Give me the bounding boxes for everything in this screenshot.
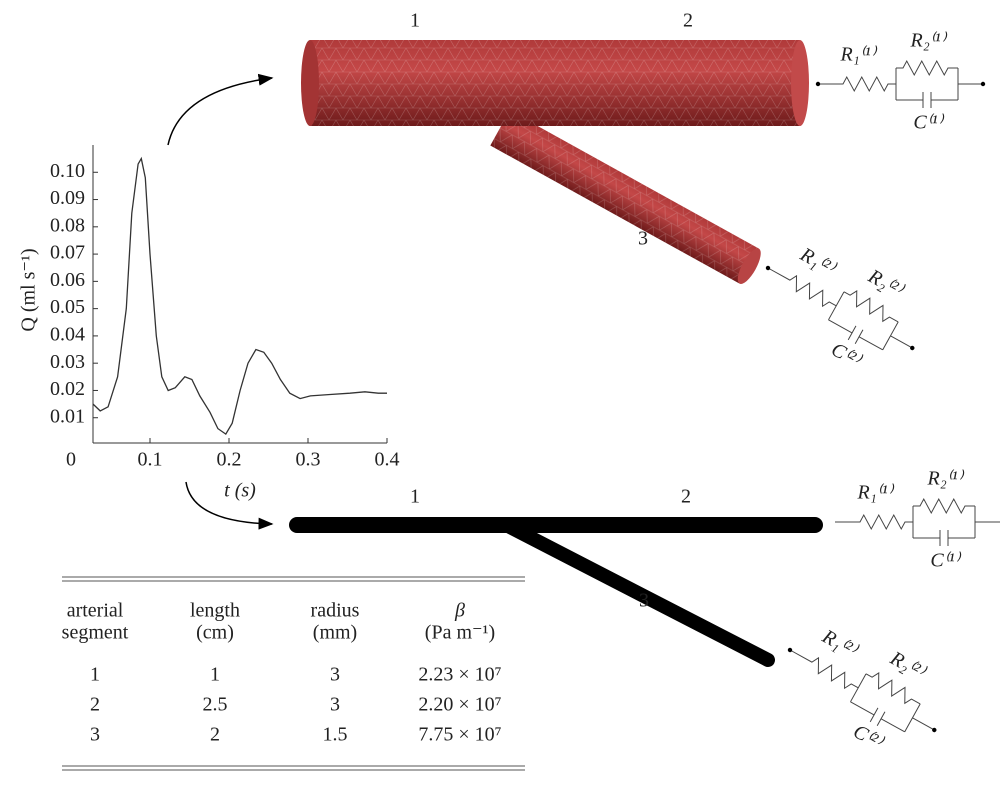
table-cell: 3 <box>330 694 340 716</box>
resistor-label: R₂⁽²⁾ <box>864 265 908 303</box>
segment-label: 3 <box>638 228 648 250</box>
table-cell: 1 <box>210 664 220 686</box>
terminal <box>787 647 793 653</box>
circuit: R₁⁽²⁾ R₂⁽²⁾ C⁽²⁾ <box>742 219 941 392</box>
vessel-mesh <box>301 40 809 287</box>
segment-label: 1 <box>410 486 420 508</box>
capacitor-label: C⁽²⁾ <box>849 720 887 754</box>
table-cell: 2 <box>90 694 100 716</box>
capacitor <box>940 530 948 546</box>
y-tick-label: 0.07 <box>50 242 85 264</box>
segment-label: 2 <box>683 10 693 32</box>
y-tick-label: 0.05 <box>50 296 85 318</box>
capacitor <box>870 708 885 726</box>
capacitor-label: C⁽¹⁾ <box>930 550 961 572</box>
arrow <box>168 78 272 145</box>
resistor-label: R₂⁽²⁾ <box>886 647 930 685</box>
x-tick-label: 0.4 <box>375 449 400 471</box>
table-cell: 2.23 × 10⁷ <box>418 664 501 686</box>
capacitor-label: C⁽²⁾ <box>827 338 865 372</box>
table-cell: 1 <box>90 664 100 686</box>
table-header: (Pa m⁻¹) <box>425 622 495 644</box>
y-tick-label: 0.01 <box>50 405 85 427</box>
table-cell: 3 <box>330 664 340 686</box>
table-cell: 7.75 × 10⁷ <box>418 724 501 746</box>
table-header: (cm) <box>196 622 234 644</box>
capacitor <box>848 326 863 344</box>
resistor-label: R₁⁽¹⁾ <box>840 44 878 66</box>
table-header: radius <box>311 600 360 622</box>
segment-label: 3 <box>639 590 649 612</box>
resistor-label: R₁⁽²⁾ <box>796 243 840 281</box>
table-cell: 3 <box>90 724 100 746</box>
terminal <box>981 82 985 86</box>
y-tick-label: 0.06 <box>50 269 85 291</box>
y-tick-label: 0.08 <box>50 214 85 236</box>
circuit: R₁⁽¹⁾ R₂⁽¹⁾ C⁽¹⁾ <box>816 30 985 134</box>
segment-label: 1 <box>410 10 420 32</box>
table-header: β <box>454 600 465 622</box>
resistor-label: R₂⁽¹⁾ <box>927 468 965 490</box>
table-cell: 2.20 × 10⁷ <box>418 694 501 716</box>
resistor-label: R₁⁽²⁾ <box>818 625 862 663</box>
x-tick-label: 0.3 <box>296 449 321 471</box>
table-cell: 2.5 <box>203 694 228 716</box>
segment-label: 2 <box>681 486 691 508</box>
table-header: length <box>190 600 240 622</box>
x-tick-label: 0 <box>66 449 76 471</box>
x-axis-label: t (s) <box>224 480 256 502</box>
y-tick-label: 0.03 <box>50 351 85 373</box>
wire <box>835 499 1000 538</box>
table-header: (mm) <box>313 622 357 644</box>
terminal <box>765 265 771 271</box>
figure: 0.010.020.030.040.050.060.070.080.090.10… <box>0 0 1002 782</box>
table-cell: 2 <box>210 724 220 746</box>
y-axis-label: Q (ml s⁻¹) <box>18 248 40 331</box>
y-tick-label: 0.04 <box>50 324 85 346</box>
circuit: R₁⁽¹⁾ R₂⁽¹⁾ C⁽¹⁾ <box>835 468 1000 572</box>
x-tick-label: 0.2 <box>217 449 242 471</box>
y-tick-label: 0.02 <box>50 378 85 400</box>
table-header: segment <box>62 622 129 644</box>
resistor-label: R₂⁽¹⁾ <box>910 30 948 52</box>
vessel-lines <box>297 525 815 660</box>
wire <box>818 61 983 100</box>
y-tick-label: 0.09 <box>50 187 85 209</box>
terminal <box>816 82 820 86</box>
y-tick-label: 0.10 <box>50 160 85 182</box>
x-tick-label: 0.1 <box>138 449 163 471</box>
table-header: arterial <box>67 600 124 622</box>
terminal <box>931 727 937 733</box>
circuit: R₁⁽²⁾ R₂⁽²⁾ C⁽²⁾ <box>764 601 963 774</box>
capacitor-label: C⁽¹⁾ <box>913 112 944 134</box>
resistor-label: R₁⁽¹⁾ <box>857 482 895 504</box>
line <box>93 159 387 435</box>
capacitor <box>923 92 931 108</box>
terminal <box>909 345 915 351</box>
table-cell: 1.5 <box>323 724 348 746</box>
